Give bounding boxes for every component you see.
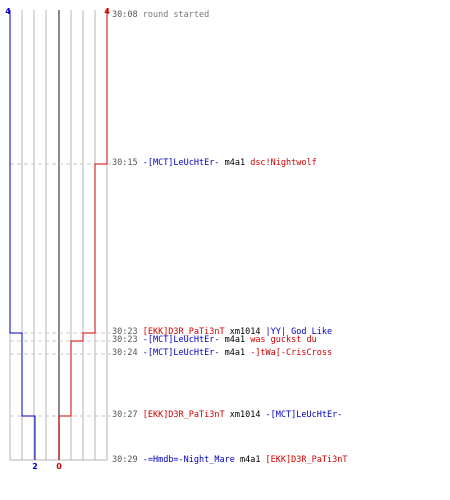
weapon-name: m4a1 bbox=[234, 455, 261, 465]
weapon-name: m4a1 bbox=[219, 335, 246, 345]
event-time: 30:27 bbox=[112, 410, 143, 420]
event-time: 30:15 bbox=[112, 158, 143, 168]
event-time: 30:29 bbox=[112, 455, 143, 465]
player-name: -=Hmdb=-Night_Mare bbox=[142, 455, 235, 465]
event-time: 30:24 bbox=[112, 348, 143, 358]
player-name: [EKK]D3R_PaTi3nT bbox=[260, 455, 348, 465]
blue-team-alive-line bbox=[9, 10, 36, 460]
red-team-alive-line bbox=[58, 10, 108, 460]
event-time: 30:08 bbox=[112, 10, 143, 20]
weapon-name: xm1014 bbox=[224, 410, 261, 420]
event-guide-lines bbox=[10, 163, 111, 417]
weapon-name: m4a1 bbox=[219, 348, 246, 358]
player-name: dsc!Nightwolf bbox=[245, 158, 317, 168]
red-score-top: 4 bbox=[104, 7, 110, 16]
event-time: 30:23 bbox=[112, 327, 143, 337]
player-name: -[MCT]LeUcHtEr- bbox=[260, 410, 343, 420]
weapon-name: m4a1 bbox=[219, 158, 246, 168]
player-name: round started bbox=[142, 10, 210, 20]
player-grid bbox=[9, 10, 108, 461]
player-name: |YY| God Like bbox=[260, 327, 333, 337]
event-time: 30:23 bbox=[112, 335, 143, 345]
player-name: -[MCT]LeUcHtEr- bbox=[142, 348, 220, 358]
event-row: 30:23 -[MCT]LeUcHtEr- m4a1 was guckst du bbox=[112, 335, 317, 346]
player-name: was guckst du bbox=[245, 335, 317, 345]
event-row: 30:08 round started bbox=[112, 10, 209, 21]
player-name: [EKK]D3R_PaTi3nT bbox=[142, 410, 225, 420]
weapon-name: xm1014 bbox=[224, 327, 261, 337]
player-name: -[MCT]LeUcHtEr- bbox=[142, 158, 220, 168]
player-name: [EKK]D3R_PaTi3nT bbox=[142, 327, 225, 337]
event-row: 30:29 -=Hmdb=-Night_Mare m4a1 [EKK]D3R_P… bbox=[112, 455, 347, 466]
event-row: 30:15 -[MCT]LeUcHtEr- m4a1 dsc!Nightwolf bbox=[112, 158, 317, 169]
red-score-bottom: 0 bbox=[56, 462, 62, 471]
player-name: -[MCT]LeUcHtEr- bbox=[142, 335, 220, 345]
event-row: 30:27 [EKK]D3R_PaTi3nT xm1014 -[MCT]LeUc… bbox=[112, 410, 342, 421]
event-row: 30:24 -[MCT]LeUcHtEr- m4a1 -]tWa[-CrisCr… bbox=[112, 348, 332, 359]
blue-score-bottom: 2 bbox=[32, 462, 38, 471]
blue-score-top: 4 bbox=[5, 7, 11, 16]
player-name: -]tWa[-CrisCross bbox=[245, 348, 333, 358]
event-row: 30:23 [EKK]D3R_PaTi3nT xm1014 |YY| God L… bbox=[112, 327, 332, 338]
